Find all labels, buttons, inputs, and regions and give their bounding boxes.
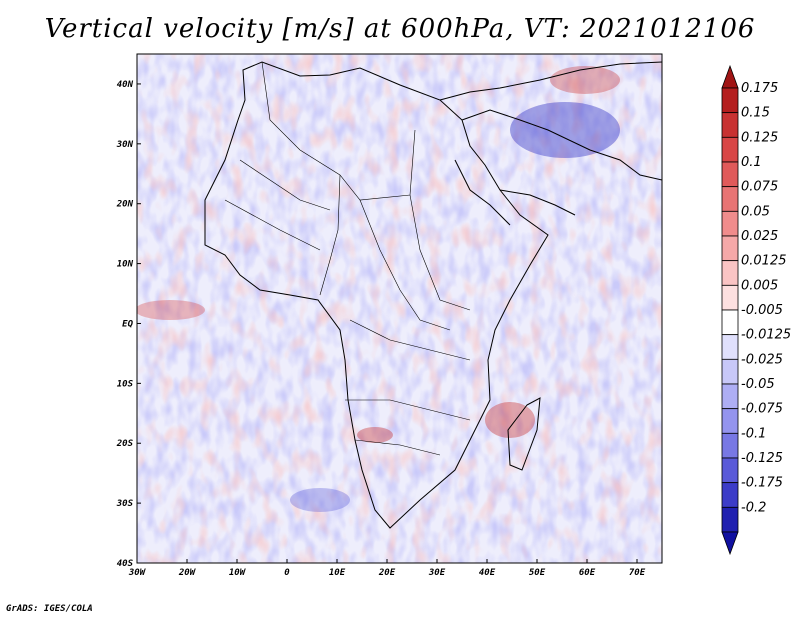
colorbar-label: 0.175 xyxy=(741,81,778,96)
madagascar-outline xyxy=(507,397,541,471)
colorbar-label: -0.0125 xyxy=(741,328,791,343)
colorbar-label: 0.025 xyxy=(741,229,778,244)
latitude-axis: 40N 30N 20N 10N EQ 10S 20S 30S 40S xyxy=(116,80,141,569)
longitude-axis: 30W 20W 10W 0 10E 20E 30E 40E 50E 60E 70E xyxy=(128,559,646,578)
colorbar-swatch xyxy=(721,260,739,286)
colorbar-swatch xyxy=(721,186,739,212)
colorbar-label: 0.075 xyxy=(741,180,778,195)
plot-frame xyxy=(136,53,663,564)
lat-tick-label: 40S xyxy=(117,559,134,569)
grads-credit: GrADS: IGES/COLA xyxy=(6,604,93,614)
colorbar-label: -0.1 xyxy=(741,426,766,441)
lon-tick-label: 20E xyxy=(378,568,396,578)
lon-tick-label: 0 xyxy=(284,568,290,578)
colorbar-label: 0.005 xyxy=(741,278,778,293)
colorbar-label: -0.025 xyxy=(741,352,783,367)
map-title: Vertical velocity [m/s] at 600hPa, VT: 2… xyxy=(44,14,756,44)
lat-tick-label: 30N xyxy=(116,140,134,150)
colorbar-swatch xyxy=(721,482,739,508)
lat-tick-label: 10N xyxy=(117,260,134,270)
colorbar: 0.175 0.15 0.125 0.1 0.075 0.05 0.025 0.0125 0.0… xyxy=(721,64,791,556)
colorbar-swatch xyxy=(721,210,739,237)
colorbar-label: -0.005 xyxy=(741,303,783,318)
lon-tick-label: 10E xyxy=(329,568,346,578)
coastlines xyxy=(204,61,662,529)
lon-tick-label: 30W xyxy=(128,568,147,578)
lat-tick-label: 30S xyxy=(116,499,134,509)
colorbar-swatch xyxy=(721,383,739,410)
lat-tick-label: 40N xyxy=(117,80,134,90)
lon-tick-label: 30E xyxy=(428,568,446,578)
lat-tick-label: 20S xyxy=(116,439,134,449)
lat-tick-label: 20N xyxy=(116,200,134,210)
colorbar-swatch xyxy=(721,408,739,434)
colorbar-bottom-extend xyxy=(721,531,739,556)
colorbar-swatch xyxy=(721,334,739,360)
colorbar-label: -0.125 xyxy=(741,451,783,466)
colorbar-swatch xyxy=(721,457,739,484)
lon-tick-label: 70E xyxy=(629,568,646,578)
colorbar-swatch xyxy=(721,87,739,114)
colorbar-swatch xyxy=(721,309,739,336)
colorbar-swatch xyxy=(721,506,739,533)
colorbar-label: 0.0125 xyxy=(741,254,787,269)
colorbar-swatch xyxy=(721,284,739,311)
vertical-velocity-field xyxy=(137,54,662,563)
colorbar-label: 0.1 xyxy=(741,155,762,170)
colorbar-label: 0.05 xyxy=(741,204,770,219)
colorbar-swatch xyxy=(721,358,739,385)
colorbar-top-extend xyxy=(721,64,739,89)
colorbar-swatch xyxy=(721,432,739,459)
colorbar-swatch xyxy=(721,112,739,138)
lon-tick-label: 50E xyxy=(529,568,546,578)
lon-tick-label: 20W xyxy=(178,568,197,578)
colorbar-label: -0.2 xyxy=(741,500,766,515)
country-borders xyxy=(224,61,471,456)
lon-tick-label: 10W xyxy=(229,568,247,578)
colorbar-label: -0.175 xyxy=(741,476,783,491)
colorbar-swatch xyxy=(721,136,739,163)
colorbar-label: -0.075 xyxy=(741,402,783,417)
lon-tick-label: 40E xyxy=(479,568,496,578)
lat-tick-label: 10S xyxy=(117,379,134,389)
colorbar-label: 0.125 xyxy=(741,130,778,145)
colorbar-swatch xyxy=(721,235,739,262)
colorbar-label: -0.05 xyxy=(741,377,775,392)
colorbar-swatch xyxy=(721,161,739,188)
lat-tick-label: EQ xyxy=(122,319,133,329)
lon-tick-label: 60E xyxy=(579,568,596,578)
colorbar-label: 0.15 xyxy=(741,106,770,121)
